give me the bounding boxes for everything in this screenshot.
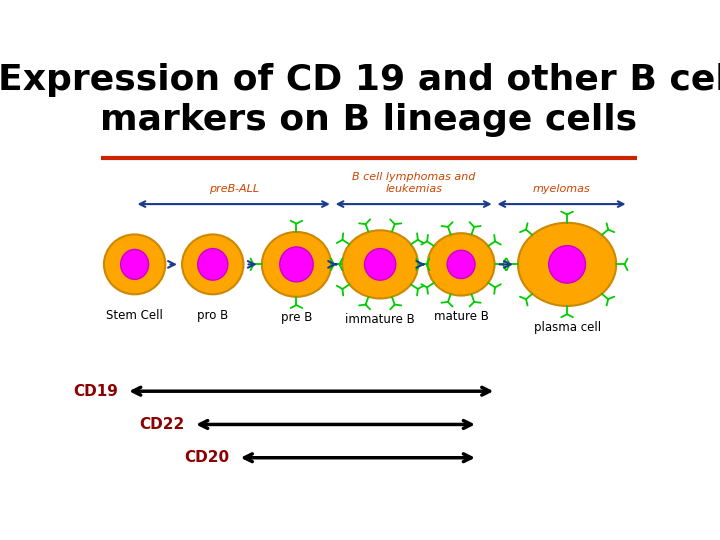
Text: pro B: pro B <box>197 309 228 322</box>
Text: B cell lymphomas and
leukemias: B cell lymphomas and leukemias <box>352 172 475 194</box>
Ellipse shape <box>104 234 166 294</box>
Text: Expression of CD 19 and other B cell
markers on B lineage cells: Expression of CD 19 and other B cell mar… <box>0 63 720 137</box>
Ellipse shape <box>182 234 243 294</box>
Ellipse shape <box>262 232 331 297</box>
Text: preB-ALL: preB-ALL <box>209 184 258 194</box>
Text: CD19: CD19 <box>73 384 118 399</box>
Ellipse shape <box>518 223 616 306</box>
Ellipse shape <box>549 246 585 283</box>
Ellipse shape <box>428 233 495 295</box>
Ellipse shape <box>447 250 475 279</box>
Text: mature B: mature B <box>433 310 488 323</box>
Text: CD22: CD22 <box>140 417 185 432</box>
Text: Stem Cell: Stem Cell <box>107 309 163 322</box>
Text: plasma cell: plasma cell <box>534 321 600 334</box>
Text: myelomas: myelomas <box>533 184 590 194</box>
Text: immature B: immature B <box>346 313 415 326</box>
Text: CD20: CD20 <box>184 450 230 465</box>
Ellipse shape <box>198 248 228 280</box>
Ellipse shape <box>280 247 313 282</box>
Ellipse shape <box>121 249 148 279</box>
Ellipse shape <box>364 248 396 280</box>
Text: pre B: pre B <box>281 312 312 325</box>
Ellipse shape <box>342 230 418 299</box>
